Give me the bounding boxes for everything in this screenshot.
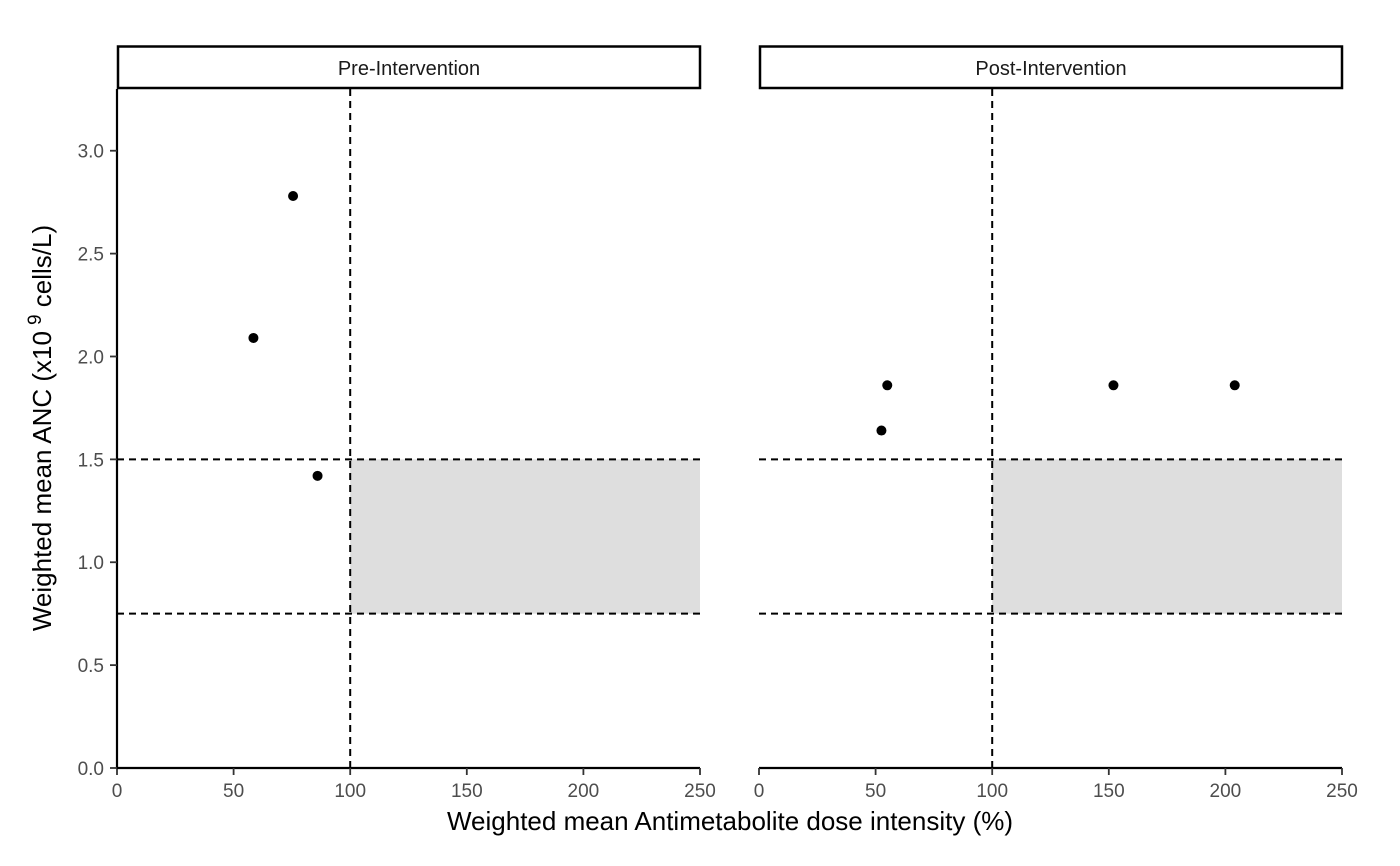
plot-area-post: 0 50 100 150 200 250 (754, 89, 1358, 802)
plot-area-pre: 0 50 100 150 200 250 (112, 89, 716, 802)
data-point-post-1 (882, 380, 893, 391)
y-tick-label-0: 0.0 (78, 759, 104, 780)
y-axis-title-superscript: 9 (25, 314, 46, 325)
y-tick-label-5: 2.5 (78, 245, 104, 266)
x-tick-label-post-0: 0 (754, 781, 765, 802)
y-axis-title-main: Weighted mean ANC (x10 (27, 331, 57, 631)
y-axis-title-tail: cells/L) (27, 225, 57, 315)
panel-post-intervention: Post-Intervention 0 50 100 150 200 250 (754, 45, 1358, 802)
y-tick-label-6: 3.0 (78, 142, 104, 163)
strip-box-pre (116, 45, 702, 90)
x-tick-label-pre-2: 100 (334, 781, 366, 802)
x-tick-label-pre-4: 200 (568, 781, 600, 802)
x-tick-label-post-1: 50 (865, 781, 886, 802)
data-point-post-0 (876, 425, 887, 436)
y-axis-title: Weighted mean ANC (x10 9 cells/L) (25, 225, 57, 631)
strip-box-post (758, 45, 1344, 90)
strip-label-pre: Pre-Intervention (338, 58, 480, 80)
data-point-pre-2 (312, 470, 323, 481)
y-axis: 0.0 0.5 1.0 1.5 2.0 2.5 3.0 (78, 89, 119, 780)
x-tick-label-pre-5: 250 (684, 781, 716, 802)
x-tick-label-pre-1: 50 (223, 781, 244, 802)
shaded-region-post (992, 459, 1342, 614)
y-tick-label-1: 0.5 (78, 656, 104, 677)
shaded-region-pre (350, 459, 700, 614)
y-tick-label-4: 2.0 (78, 347, 104, 368)
data-point-post-3 (1229, 380, 1240, 391)
x-axis-title: Weighted mean Antimetabolite dose intens… (447, 806, 1013, 836)
x-tick-label-pre-3: 150 (451, 781, 483, 802)
data-point-post-2 (1108, 380, 1119, 391)
data-point-pre-1 (288, 190, 299, 201)
panel-pre-intervention: Pre-Intervention 0 50 100 150 200 250 (112, 45, 716, 802)
x-tick-label-post-3: 150 (1093, 781, 1125, 802)
x-tick-label-post-2: 100 (976, 781, 1008, 802)
strip-label-post: Post-Intervention (975, 58, 1126, 80)
y-tick-label-2: 1.0 (78, 553, 104, 574)
x-tick-label-post-5: 250 (1326, 781, 1358, 802)
y-tick-label-3: 1.5 (78, 450, 104, 471)
x-tick-label-post-4: 200 (1210, 781, 1242, 802)
data-point-pre-0 (248, 332, 259, 343)
x-tick-label-pre-0: 0 (112, 781, 123, 802)
